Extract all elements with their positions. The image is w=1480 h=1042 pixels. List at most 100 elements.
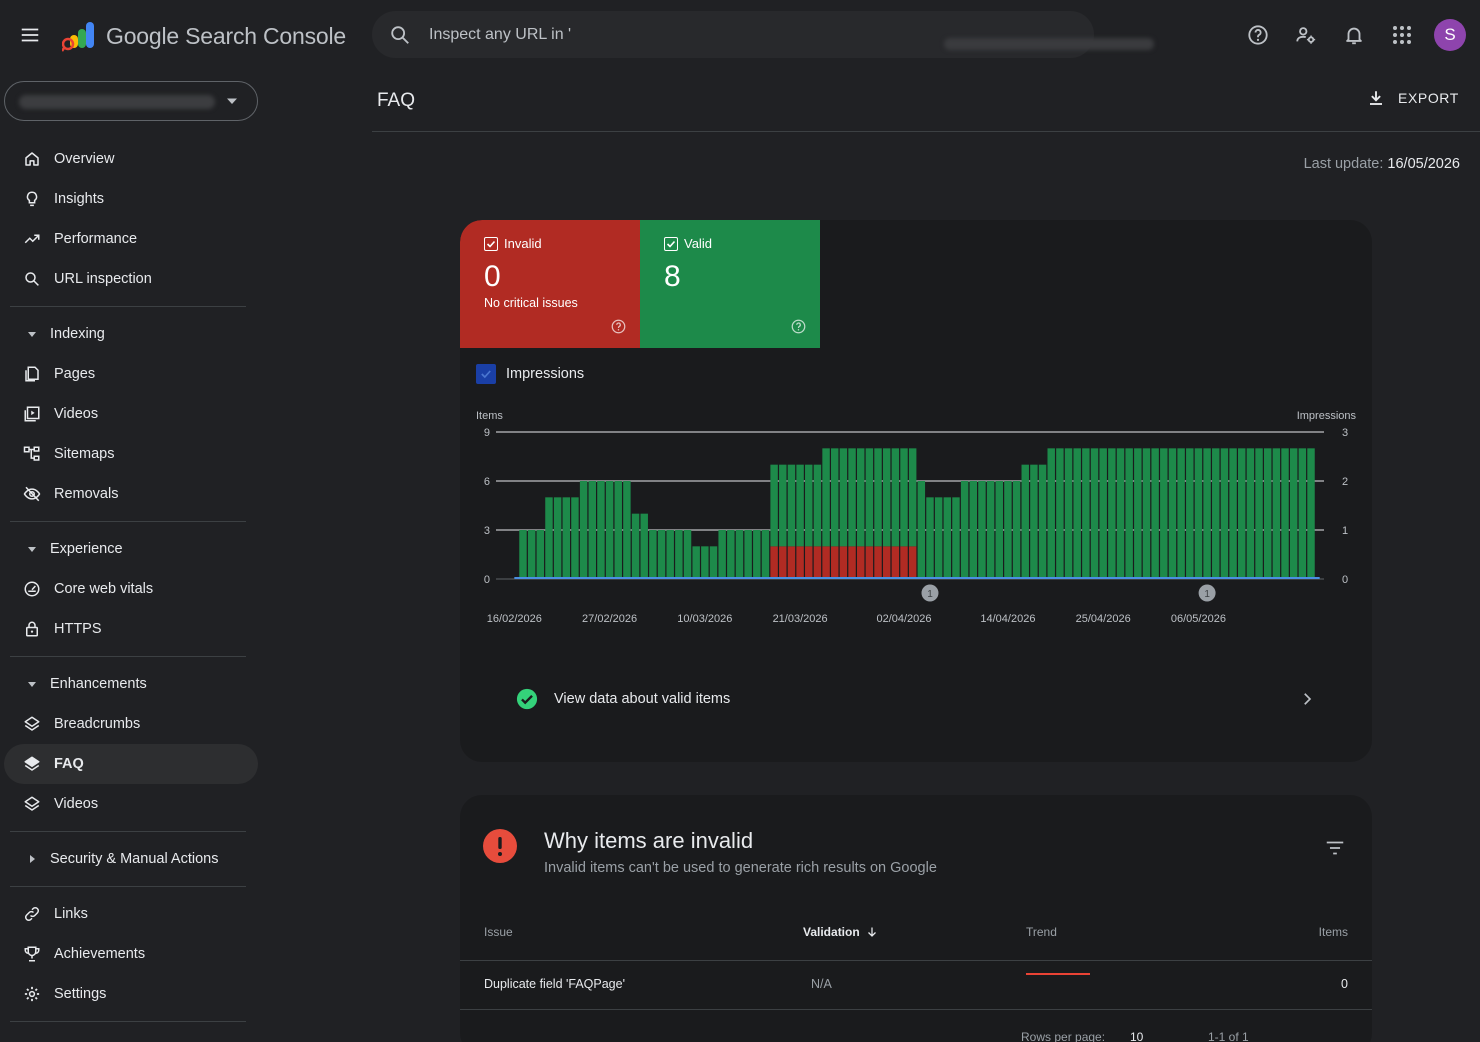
section-label: Security & Manual Actions: [50, 851, 219, 867]
section-indexing[interactable]: Indexing: [4, 314, 262, 354]
invalid-checkbox[interactable]: [484, 236, 498, 251]
invalid-bar: [908, 546, 917, 579]
sitemap-icon: [22, 444, 42, 464]
valid-bar: [527, 530, 536, 579]
url-inspection-search[interactable]: [372, 11, 1154, 58]
valid-bar: [900, 448, 908, 547]
sidebar: Overview Insights Performance URL inspec…: [0, 70, 262, 1042]
valid-bar: [631, 513, 640, 579]
valid-bar: [1030, 464, 1038, 579]
sidebar-item-core-web-vitals[interactable]: Core web vitals: [4, 569, 258, 609]
valid-bar: [822, 448, 830, 547]
impressions-toggle[interactable]: Impressions: [476, 364, 584, 384]
section-experience[interactable]: Experience: [4, 529, 262, 569]
valid-bar: [856, 448, 865, 547]
valid-tile[interactable]: Valid 8: [640, 220, 820, 348]
sidebar-item-label: Settings: [54, 986, 107, 1002]
row-divider: [460, 1009, 1372, 1010]
valid-bar: [1099, 448, 1107, 579]
sidebar-item-breadcrumbs[interactable]: Breadcrumbs: [4, 704, 258, 744]
valid-bar: [943, 497, 952, 579]
sidebar-item-label: Core web vitals: [54, 581, 154, 597]
section-title: Why items are invalid: [544, 828, 754, 853]
valid-bar: [1307, 448, 1315, 579]
arrow-down-icon: [866, 926, 878, 938]
column-issue[interactable]: Issue: [484, 925, 513, 939]
help-icon[interactable]: [791, 319, 806, 334]
valid-bar: [1238, 448, 1246, 579]
sidebar-item-insights[interactable]: Insights: [4, 179, 258, 219]
rows-per-page-select[interactable]: 10: [1130, 1030, 1144, 1042]
search-input[interactable]: [429, 23, 789, 47]
property-selector[interactable]: [4, 81, 258, 121]
valid-bar: [1125, 448, 1133, 579]
sidebar-item-performance[interactable]: Performance: [4, 219, 258, 259]
invalid-bar: [787, 546, 796, 579]
filter-icon[interactable]: [1324, 837, 1348, 861]
sidebar-item-label: HTTPS: [54, 621, 102, 637]
invalid-tile[interactable]: Invalid 0 No critical issues: [460, 220, 640, 348]
view-valid-items-link[interactable]: View data about valid items: [516, 688, 1316, 710]
section-security[interactable]: Security & Manual Actions: [4, 839, 262, 879]
avatar[interactable]: S: [1434, 19, 1466, 51]
column-validation[interactable]: Validation: [803, 925, 878, 939]
valid-bar: [519, 530, 527, 579]
valid-bar: [839, 448, 848, 547]
gauge-icon: [22, 579, 42, 599]
sidebar-item-url-inspection[interactable]: URL inspection: [4, 259, 258, 299]
help-icon[interactable]: [1242, 19, 1274, 51]
sidebar-item-label: URL inspection: [54, 271, 152, 287]
impressions-checkbox[interactable]: [476, 364, 496, 384]
valid-bar: [657, 530, 666, 579]
caret-right-icon: [26, 853, 38, 865]
valid-bar: [1186, 448, 1194, 579]
x-tick-label: 14/04/2026: [980, 613, 1035, 625]
menu-icon[interactable]: [14, 19, 46, 51]
notifications-icon[interactable]: [1338, 19, 1370, 51]
valid-bar: [1263, 448, 1272, 579]
sidebar-item-videos-enhancements[interactable]: Videos: [4, 784, 258, 824]
valid-bar: [995, 481, 1003, 579]
column-trend[interactable]: Trend: [1026, 925, 1057, 939]
sidebar-item-videos-indexing[interactable]: Videos: [4, 394, 258, 434]
valid-bar: [882, 448, 891, 547]
search-console-logo[interactable]: [62, 20, 96, 52]
valid-bar: [605, 481, 614, 579]
sidebar-item-links[interactable]: Links: [4, 894, 258, 934]
valid-bar: [1090, 448, 1099, 579]
divider: [10, 831, 246, 832]
valid-bar: [545, 497, 553, 579]
layers-icon: [22, 714, 42, 734]
apps-icon[interactable]: [1386, 19, 1418, 51]
manage-users-icon[interactable]: [1290, 19, 1322, 51]
sidebar-item-https[interactable]: HTTPS: [4, 609, 258, 649]
sidebar-item-pages[interactable]: Pages: [4, 354, 258, 394]
valid-checkbox[interactable]: [664, 236, 678, 251]
valid-bar: [969, 481, 978, 579]
valid-bar: [735, 530, 744, 579]
valid-bar: [1012, 481, 1021, 579]
column-items[interactable]: Items: [1318, 925, 1348, 939]
view-valid-items-label: View data about valid items: [554, 691, 731, 707]
valid-bar: [753, 530, 761, 579]
sidebar-item-faq[interactable]: FAQ: [4, 744, 258, 784]
valid-bar: [1203, 448, 1211, 579]
sidebar-item-sitemaps[interactable]: Sitemaps: [4, 434, 258, 474]
invalid-bar: [874, 546, 882, 579]
sidebar-item-settings[interactable]: Settings: [4, 974, 258, 1014]
check-circle-icon: [516, 688, 538, 710]
sidebar-item-label: Videos: [54, 406, 99, 422]
valid-bar: [787, 464, 796, 547]
help-icon[interactable]: [611, 319, 626, 334]
sidebar-item-achievements[interactable]: Achievements: [4, 934, 258, 974]
sidebar-item-removals[interactable]: Removals: [4, 474, 258, 514]
export-label: EXPORT: [1398, 90, 1459, 106]
sidebar-item-overview[interactable]: Overview: [4, 139, 258, 179]
y-tick-label: 3: [484, 525, 490, 537]
export-button[interactable]: EXPORT: [1366, 88, 1459, 108]
section-enhancements[interactable]: Enhancements: [4, 664, 262, 704]
caret-down-icon: [26, 678, 38, 690]
invalid-bar: [770, 546, 778, 579]
valid-bar: [874, 448, 882, 547]
sidebar-item-label: FAQ: [54, 756, 84, 772]
